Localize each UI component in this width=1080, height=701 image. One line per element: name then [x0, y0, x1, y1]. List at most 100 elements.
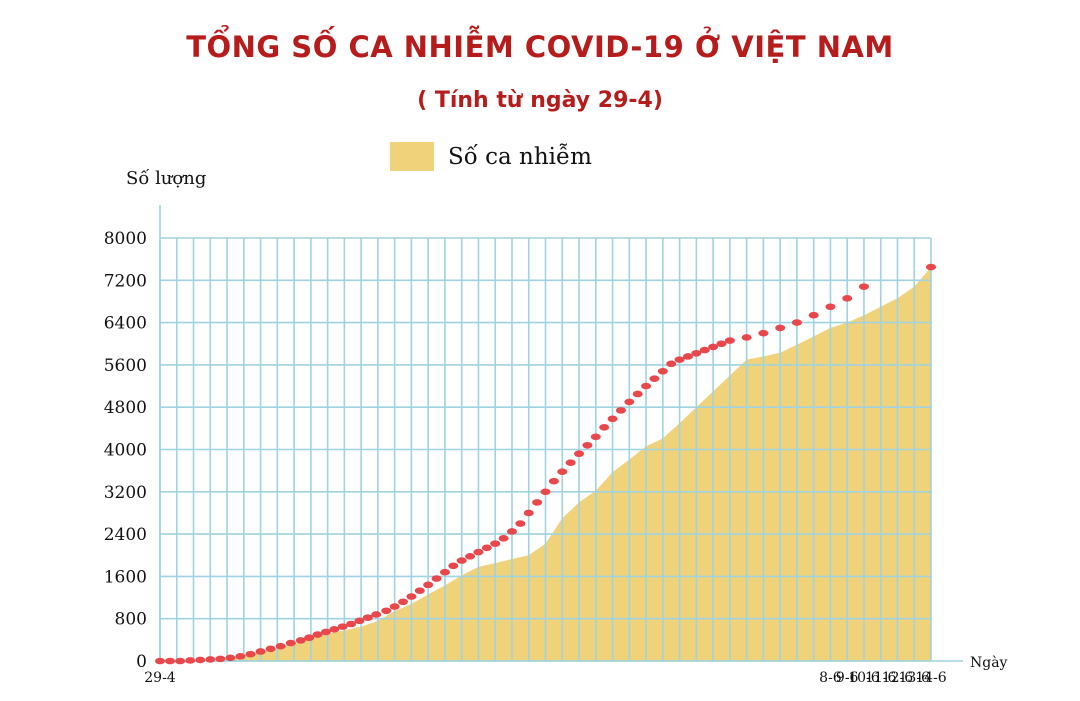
- data-point: [599, 423, 610, 431]
- y-tick-label: 7200: [104, 271, 147, 291]
- data-point: [215, 655, 226, 663]
- data-point: [265, 645, 276, 653]
- data-point: [490, 540, 501, 547]
- data-point: [414, 587, 425, 594]
- data-point: [448, 562, 459, 570]
- data-point: [557, 468, 568, 476]
- data-point: [295, 637, 306, 644]
- data-point: [716, 340, 727, 348]
- data-point: [582, 441, 593, 449]
- y-tick-label: 3200: [104, 483, 147, 503]
- chart-subtitle: ( Tính từ ngày 29-4): [417, 88, 663, 113]
- data-point: [758, 329, 769, 337]
- data-point: [473, 548, 484, 556]
- data-point: [825, 303, 836, 311]
- data-point: [465, 553, 476, 560]
- data-point: [320, 628, 331, 636]
- x-tick-label: 12-6: [882, 670, 914, 686]
- data-point: [398, 598, 409, 606]
- data-point: [858, 283, 869, 290]
- data-point: [346, 620, 357, 628]
- x-tick-label: 10-6: [848, 670, 880, 686]
- data-point: [624, 398, 635, 406]
- data-point: [574, 450, 585, 458]
- data-point: [649, 375, 660, 382]
- data-point: [590, 433, 601, 441]
- data-point: [515, 520, 526, 527]
- data-point: [657, 367, 668, 375]
- data-point: [666, 360, 677, 368]
- data-point: [691, 349, 702, 357]
- data-point: [312, 631, 323, 638]
- data-point: [205, 656, 216, 663]
- data-point: [456, 557, 467, 564]
- data-point: [641, 382, 652, 390]
- y-tick-label: 8000: [104, 229, 147, 249]
- y-tick-label: 800: [115, 610, 147, 630]
- data-point: [304, 634, 315, 642]
- data-point: [615, 407, 626, 414]
- data-point: [708, 343, 719, 351]
- data-point: [540, 488, 551, 496]
- data-point: [195, 656, 206, 664]
- data-point: [354, 617, 365, 625]
- data-point: [523, 509, 534, 517]
- x-tick-label: 11-6: [865, 670, 897, 686]
- data-point: [926, 263, 936, 271]
- y-tick-label: 1600: [104, 567, 147, 587]
- data-point: [741, 334, 752, 341]
- data-point: [699, 346, 710, 354]
- x-tick-label: 9-6: [836, 670, 859, 686]
- data-point: [285, 639, 296, 647]
- data-point: [423, 581, 434, 589]
- data-point: [808, 311, 819, 319]
- x-tick-label: 29-4: [144, 670, 176, 686]
- y-tick-label: 6400: [104, 314, 147, 334]
- data-point: [225, 654, 236, 662]
- x-axis-label: Ngày: [970, 654, 1008, 671]
- data-point: [155, 657, 165, 665]
- y-tick-label: 2400: [104, 525, 147, 545]
- data-point: [632, 390, 643, 398]
- data-point: [481, 544, 492, 552]
- data-point: [682, 353, 693, 360]
- legend-label: Số ca nhiễm: [448, 143, 592, 170]
- x-tick-label: 13-6: [899, 670, 931, 686]
- y-tick-label: 4800: [104, 398, 147, 418]
- data-point: [406, 593, 417, 600]
- x-tick-label: 14-6: [915, 670, 947, 686]
- y-axis-label: Số lượng: [126, 168, 207, 189]
- data-point: [842, 294, 853, 302]
- data-point: [245, 650, 256, 658]
- data-point: [329, 625, 340, 633]
- data-point: [498, 535, 509, 542]
- data-point: [775, 324, 786, 332]
- data-point: [532, 499, 543, 506]
- data-point: [674, 356, 685, 363]
- legend: Số ca nhiễm: [390, 142, 592, 171]
- data-point: [607, 415, 618, 423]
- data-point: [255, 648, 266, 655]
- data-point: [165, 657, 176, 665]
- data-point: [791, 319, 802, 326]
- data-point: [381, 607, 392, 615]
- data-point: [439, 568, 450, 576]
- data-point: [548, 477, 559, 485]
- area-series: [160, 267, 931, 661]
- data-point: [565, 459, 576, 467]
- y-tick-label: 0: [136, 652, 147, 672]
- y-tick-label: 5600: [104, 356, 147, 376]
- data-point: [724, 337, 735, 344]
- data-point: [506, 528, 517, 535]
- chart-title: TỔNG SỐ CA NHIỄM COVID-19 Ở VIỆT NAM: [186, 30, 894, 64]
- data-point: [185, 657, 196, 664]
- data-point: [235, 652, 246, 660]
- data-point: [175, 657, 186, 665]
- data-point: [337, 623, 348, 630]
- y-tick-label: 4000: [104, 441, 147, 461]
- data-point: [371, 611, 382, 618]
- data-point: [431, 575, 442, 582]
- data-point: [275, 642, 286, 650]
- x-tick-label: 8-6: [819, 670, 842, 686]
